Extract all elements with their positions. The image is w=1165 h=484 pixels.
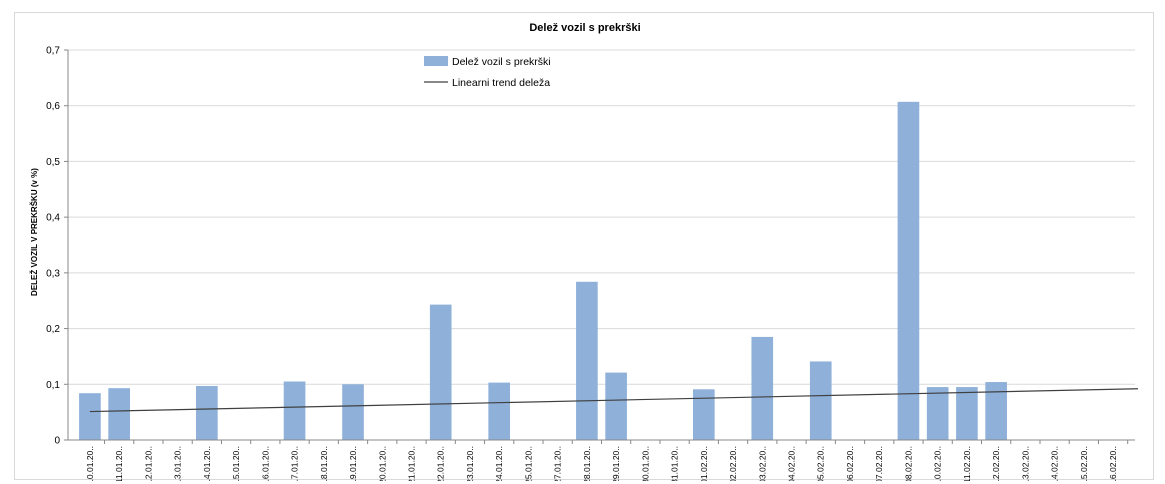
- x-tick-label: 08.02.20..: [903, 446, 913, 481]
- x-tick-label: 10.01.20..: [85, 446, 95, 481]
- gridlines: [68, 49, 1135, 385]
- chart-frame: Delež vozil s prekrški 0 0,1 0,2 0,3 0,4 0,5 0…: [14, 12, 1154, 481]
- x-tick-label: 02.02.20..: [728, 446, 738, 481]
- y-tick-label: 0: [54, 436, 60, 447]
- x-tick-label: 15.01.20..: [231, 446, 241, 481]
- bar: [488, 382, 511, 440]
- y-tick-label: 0,2: [46, 324, 60, 335]
- x-tick-label: 20.01.20..: [377, 446, 387, 481]
- bar: [605, 372, 627, 440]
- x-tick-label: 04.02.20..: [787, 446, 797, 481]
- x-tick-label: 25.01.20..: [523, 446, 533, 481]
- x-tick-label: 29.01.20..: [611, 446, 621, 481]
- y-axis-ticks: 0 0,1 0,2 0,3 0,4 0,5 0,6 0,7: [46, 46, 68, 447]
- bar: [692, 389, 715, 440]
- x-tick-label: 21.01.20..: [406, 446, 416, 481]
- x-tick-label: 14.02.20..: [1050, 446, 1060, 481]
- x-tick-label: 12.02.20..: [991, 446, 1001, 481]
- x-tick-label: 11.01.20..: [114, 446, 124, 481]
- x-tick-label: 03.02.20..: [757, 446, 767, 481]
- bar-series: [79, 101, 1007, 441]
- x-tick-label: 17.01.20..: [290, 446, 300, 481]
- y-axis-label: DELEŽ VOZIL V PREKRŠKU (v %): [30, 168, 39, 296]
- x-tick-label: 13.02.20..: [1020, 446, 1030, 481]
- y-tick-label: 0,3: [46, 268, 60, 279]
- y-tick-label: 0,5: [46, 157, 60, 168]
- y-tick-label: 0,7: [46, 46, 60, 57]
- x-tick-label: 15.02.20..: [1079, 446, 1089, 481]
- trend-line: [89, 388, 1139, 413]
- x-tick-label: 22.01.20..: [436, 446, 446, 481]
- x-tick-label: 05.02.20..: [816, 446, 826, 481]
- legend: Delež vozil s prekrški Linearni trend de…: [424, 56, 551, 89]
- bar-chart: Delež vozil s prekrški 00,10,20,30,40,50…: [30, 22, 1139, 481]
- bar: [342, 384, 364, 440]
- trend-series: [89, 388, 1139, 413]
- x-tick-label: 06.02.20..: [845, 446, 855, 481]
- x-tick-label: 19.01.20..: [348, 446, 358, 481]
- axes: [67, 50, 1135, 441]
- x-tick-label: 01.02.20..: [699, 446, 709, 481]
- legend-bar-swatch: [424, 56, 448, 66]
- bar: [956, 387, 978, 440]
- x-tick-label: 11.02.20..: [962, 446, 972, 481]
- x-tick-label: 30.01.20..: [640, 446, 650, 481]
- x-tick-label: 31.01.20..: [670, 446, 680, 481]
- x-tick-label: 18.01.20..: [319, 446, 329, 481]
- bar: [809, 361, 832, 440]
- x-tick-label: 23.01.20..: [465, 446, 475, 481]
- bar: [79, 393, 101, 440]
- y-tick-label: 0,1: [46, 380, 60, 391]
- bar: [985, 382, 1007, 440]
- bar: [196, 385, 218, 440]
- x-tick-label: 27.01.20..: [553, 446, 563, 481]
- x-tick-label: 24.01.20..: [494, 446, 504, 481]
- bar: [926, 387, 949, 440]
- legend-bar-label: Delež vozil s prekrški: [452, 56, 551, 68]
- legend-trend-label: Linearni trend deleža: [452, 77, 550, 89]
- chart-title: Delež vozil s prekrški: [529, 22, 640, 34]
- x-tick-label: 14.01.20..: [202, 446, 212, 481]
- bar: [283, 381, 306, 440]
- y-tick-label: 0,4: [46, 213, 60, 224]
- bar: [429, 304, 452, 440]
- bar: [897, 101, 920, 441]
- bar: [108, 388, 130, 440]
- x-tick-label: 12.01.20..: [143, 446, 153, 481]
- x-tick-label: 16.02.20..: [1108, 446, 1118, 481]
- bar: [576, 281, 598, 440]
- x-tick-label: 07.02.20..: [874, 446, 884, 481]
- x-tick-label: 16.01.20..: [260, 446, 270, 481]
- x-tick-label: 10.02.20..: [933, 446, 943, 481]
- bar: [751, 336, 774, 440]
- y-tick-label: 0,6: [46, 101, 60, 112]
- x-tick-label: 28.01.20..: [582, 446, 592, 481]
- x-tick-label: 13.01.20..: [173, 446, 183, 481]
- x-axis-ticks: 10.01.20.. 11.01.20.. 12.01.20.. 13.01.20..…: [85, 440, 1129, 481]
